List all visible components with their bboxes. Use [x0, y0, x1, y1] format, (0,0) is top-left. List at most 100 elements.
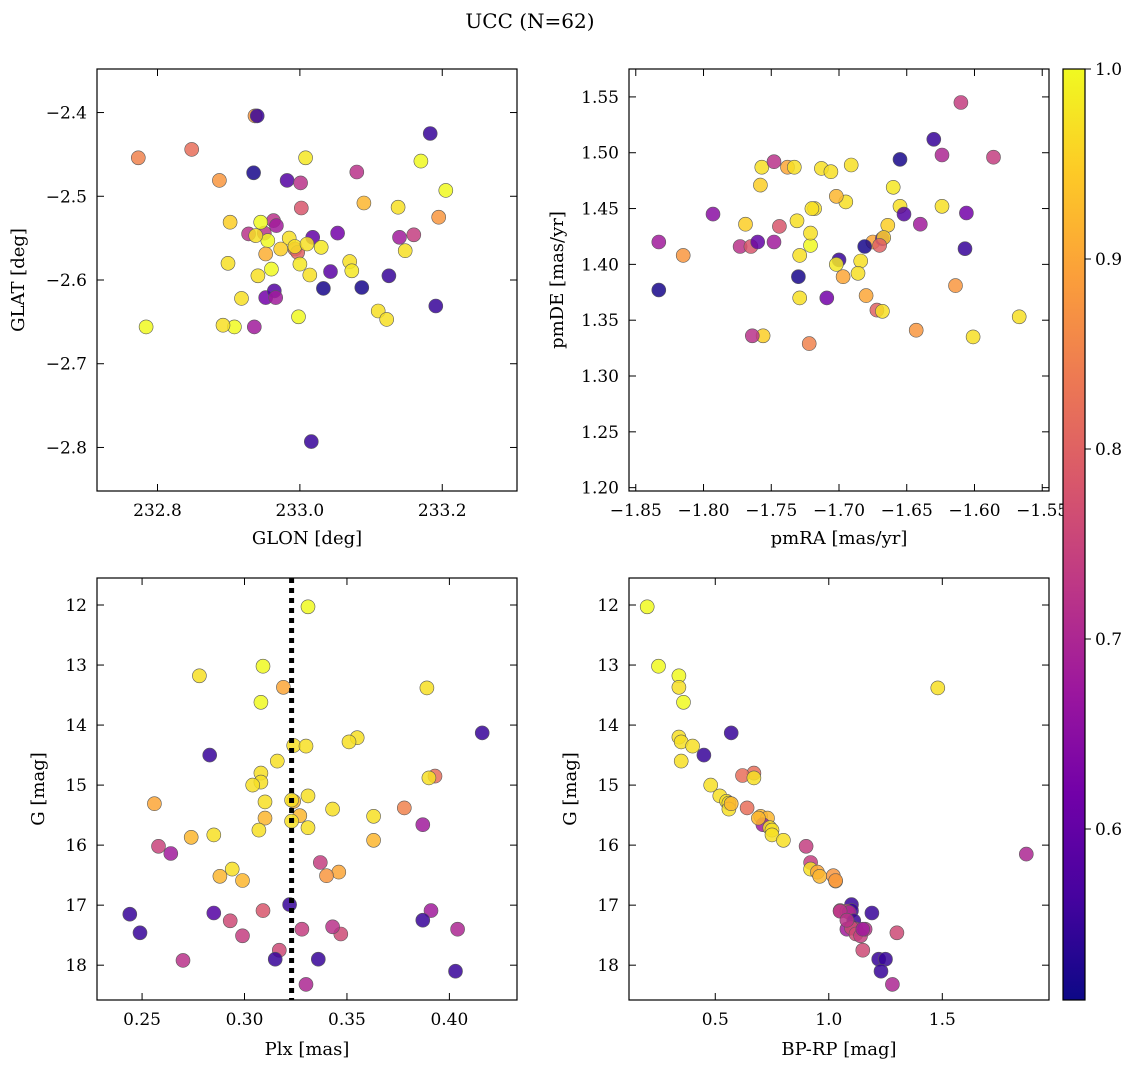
sky-point — [249, 108, 265, 124]
pm-point — [850, 265, 866, 281]
pm-point — [754, 159, 770, 175]
sky-point — [344, 263, 360, 279]
colorbar-tick-label: 0.9 — [1095, 250, 1122, 270]
cmd-plx-point — [450, 921, 465, 937]
pm-point — [953, 95, 969, 110]
cmd-color-point — [828, 873, 843, 888]
cmd-plx-point — [235, 873, 250, 888]
sky-point — [381, 268, 397, 284]
cmd-plx-point — [151, 838, 166, 854]
pm-axis-ticks: −1.85 −1.80 −1.75 −1.70 −1.65 −1.60 −1.55 1.20 1… — [581, 69, 1068, 521]
cmd-color-point — [889, 925, 905, 941]
sky-point — [390, 199, 406, 215]
sky-point — [302, 267, 318, 283]
pm-ytick-label: 1.55 — [581, 88, 619, 108]
cmd-plx-point — [300, 788, 316, 804]
pm-ytick-label: 1.30 — [581, 367, 619, 387]
pm-point — [835, 269, 851, 285]
cmd-plx-point — [341, 734, 357, 750]
sky-xtick-label: 232.8 — [133, 501, 182, 521]
sky-point — [287, 239, 303, 254]
cmd-plx-ytick-label: 17 — [65, 896, 87, 916]
pm-ylabel: pmDE [mas/yr] — [547, 211, 568, 349]
sky-ytick-label: −2.4 — [46, 104, 87, 124]
pm-point — [791, 269, 806, 285]
pm-ytick-label: 1.40 — [581, 255, 619, 275]
sky-point — [131, 150, 146, 166]
cmd-plx-ytick-label: 13 — [65, 656, 87, 676]
pm-point — [908, 322, 924, 338]
cmd-plx-point — [419, 680, 435, 696]
cmd-plx-point — [257, 810, 273, 826]
cmd-color-plot-frame — [628, 577, 1050, 1001]
sky-point — [392, 230, 407, 245]
cmd-plx-ytick-label: 14 — [65, 716, 87, 736]
cmd-color-point — [671, 679, 687, 695]
pm-point — [912, 216, 928, 232]
pm-xtick-label: −1.60 — [948, 501, 1000, 521]
sky-point — [212, 173, 227, 188]
cmd-color-xtick-label: 0.5 — [702, 1010, 729, 1030]
pm-point — [803, 238, 818, 253]
cmd-plx-point — [267, 951, 283, 967]
cmd-plx-ylabel: G [mag] — [28, 752, 49, 825]
cmd-plx-plot-frame — [96, 577, 518, 1001]
cmd-plx-point — [206, 905, 222, 921]
cmd-plx-point — [423, 903, 439, 918]
cmd-plx-point — [294, 921, 310, 937]
pm-point — [875, 303, 890, 319]
cmd-plx-point — [222, 913, 238, 929]
cmd-plx-point — [300, 599, 316, 615]
colorbar-gradient — [1062, 68, 1086, 1001]
cmd-plx-point — [132, 925, 148, 941]
sky-point — [422, 126, 438, 141]
pm-point — [885, 180, 901, 195]
cmd-plx-point — [163, 846, 179, 861]
sky-point — [438, 183, 454, 198]
pm-point — [705, 206, 721, 222]
sky-point — [330, 225, 345, 241]
sky-point — [356, 195, 372, 211]
cmd-plx-point — [183, 829, 199, 845]
sky-xtick-label: 233.0 — [276, 501, 325, 521]
sky-xtick-label: 233.2 — [418, 501, 467, 521]
cmd-plx-ytick-label: 12 — [65, 596, 87, 616]
cmd-color-ylabel: G [mag] — [560, 752, 581, 825]
cmd-plx-point — [300, 820, 316, 836]
cmd-color-point — [873, 963, 889, 979]
sky-point — [234, 291, 249, 306]
pm-point — [792, 248, 808, 263]
pm-point — [880, 218, 896, 233]
pm-point — [803, 225, 818, 241]
cmd-plx-point — [255, 903, 271, 918]
pm-ytick-label: 1.20 — [581, 479, 619, 499]
cmd-plx-point — [396, 800, 412, 816]
cmd-plx-xlabel: Plx [mas] — [265, 1039, 350, 1060]
sky-position-plot: 232.8 233.0 233.2 −2.4 −2.5 −2.6 −2.7 −2.8 GLON… — [8, 68, 518, 549]
sky-point — [268, 290, 284, 305]
cmd-plx-point — [310, 951, 326, 967]
cmd-color-point — [676, 694, 691, 710]
sky-point — [431, 209, 447, 225]
sky-ytick-label: −2.7 — [46, 355, 87, 375]
sky-point — [220, 255, 236, 271]
cmd-color-point — [739, 800, 755, 816]
cmd-color-point — [855, 921, 871, 937]
cmd-plx-point — [253, 694, 269, 710]
cmd-plx-point — [251, 822, 267, 838]
cmd-plx-point — [474, 725, 490, 741]
cmd-plx-point — [206, 827, 222, 843]
pm-points — [651, 95, 1027, 351]
cmd-plx-point — [415, 912, 431, 928]
cmd-plx-point — [122, 906, 138, 922]
cmd-color-point — [751, 810, 766, 826]
cmd-color-axis-ticks: 0.5 1.0 1.5 12 13 14 15 16 17 18 — [597, 578, 1049, 1030]
cmd-plx-xtick-label: 0.40 — [430, 1010, 468, 1030]
pm-point — [828, 257, 844, 272]
cmd-color-point — [673, 753, 689, 769]
sky-points — [131, 108, 454, 449]
cmd-color-point — [703, 777, 719, 793]
cmd-color-point — [885, 977, 900, 992]
cmd-color-point — [864, 905, 880, 921]
cmd-plx-point — [366, 808, 381, 824]
